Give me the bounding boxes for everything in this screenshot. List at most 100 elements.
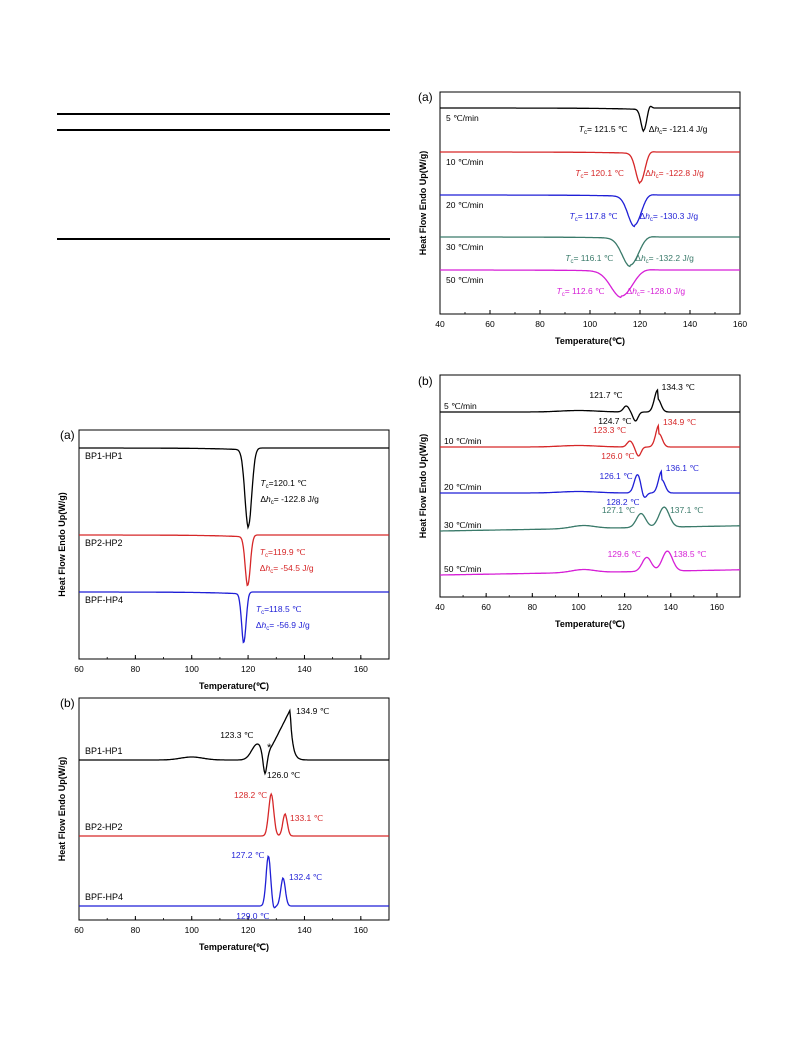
peak-label: 136.1 ℃ <box>666 463 700 473</box>
peak-label: 137.1 ℃ <box>670 505 704 515</box>
panel-label-upper-a: (a) <box>418 90 433 104</box>
tc-label: Tc= 117.8 ℃ <box>570 211 619 223</box>
peak-label: 128.2 ℃ <box>606 497 640 507</box>
x-tick-label: 100 <box>571 602 585 612</box>
dh-label: Δhc= -130.3 J/g <box>640 211 699 223</box>
tc-label: Tc= 112.6 ℃ <box>557 286 606 298</box>
x-tick-label: 120 <box>618 602 632 612</box>
dh-label: Δhc= -56.9 J/g <box>256 620 310 632</box>
tc-label: Tc= 121.5 ℃ <box>579 124 628 136</box>
series-line <box>79 792 389 837</box>
series-label: BP1-HP1 <box>85 451 123 461</box>
x-tick-label: 160 <box>733 319 747 329</box>
series-line <box>440 469 740 499</box>
y-axis-label: Heat Flow Endo Up(W/g) <box>57 492 67 596</box>
series-label: 30 ℃/min <box>446 242 484 252</box>
x-tick-label: 80 <box>528 602 538 612</box>
plot-frame <box>78 429 390 660</box>
x-tick-label: 140 <box>297 925 311 935</box>
tc-label: Tc= 116.1 ℃ <box>565 253 614 265</box>
chart-heating-rates: 40 60 80 100 120 140 160 Temperature(℃) Heat Flo… <box>418 374 741 629</box>
chart-samples-heating: 60 80 100 120 140 160 Temperature(℃) Heat Flow … <box>57 697 390 952</box>
x-tick-label: 120 <box>633 319 647 329</box>
x-tick-label: 60 <box>74 925 84 935</box>
series-line <box>440 550 740 576</box>
dh-label: Δhc= -121.4 J/g <box>649 124 708 136</box>
chart-cooling-rates: 40 60 80 100 120 140 160 Temperature(℃) Heat Flo… <box>418 91 747 346</box>
plot-frame <box>439 374 741 598</box>
x-tick-label: 160 <box>710 602 724 612</box>
series-line <box>79 591 389 644</box>
series-label: 5 ℃/min <box>444 401 477 411</box>
y-axis-label: Heat Flow Endo Up(W/g) <box>418 151 428 255</box>
series-line <box>440 194 740 228</box>
series-label: BPF-HP4 <box>85 892 123 902</box>
x-tick-label: 160 <box>354 664 368 674</box>
peak-label: 132.4 ℃ <box>289 872 323 882</box>
peak-label: 134.3 ℃ <box>662 382 696 392</box>
table-mid-rule <box>57 129 390 131</box>
x-tick-label: 80 <box>131 664 141 674</box>
dh-label: Δhc= -122.8 J/g <box>260 494 319 506</box>
peak-label: 127.2 ℃ <box>231 850 265 860</box>
x-tick-label: 120 <box>241 925 255 935</box>
series-line <box>79 447 389 530</box>
tc-label: Tc= 120.1 ℃ <box>575 168 624 180</box>
peak-label: 128.2 ℃ <box>234 790 268 800</box>
x-tick-label: 80 <box>131 925 141 935</box>
peak-label: 129.0 ℃ <box>236 911 270 921</box>
x-tick-label: 40 <box>435 319 445 329</box>
series-line <box>440 423 740 457</box>
peak-label: 121.7 ℃ <box>589 390 623 400</box>
series-label: BP2-HP2 <box>85 822 123 832</box>
x-axis-label: Temperature(℃) <box>555 619 625 629</box>
x-tick-label: 160 <box>354 925 368 935</box>
x-tick-label: 40 <box>435 602 445 612</box>
peak-label: 134.9 ℃ <box>296 706 330 716</box>
plot-frame <box>78 697 390 921</box>
x-axis-label: Temperature(℃) <box>199 681 269 691</box>
peak-label: 133.1 ℃ <box>290 813 324 823</box>
dh-label: Δhc= -122.8 J/g <box>645 168 704 180</box>
table-top-rule <box>57 113 390 115</box>
chart-samples-cooling: 60 80 100 120 140 160 Temperature(℃) Heat Flow … <box>57 429 390 691</box>
asterisk-marker: * <box>267 742 272 754</box>
peak-label: 124.7 ℃ <box>598 416 632 426</box>
x-tick-label: 60 <box>74 664 84 674</box>
tc-label: Tc=119.9 ℃ <box>260 547 306 559</box>
series-line <box>79 708 389 776</box>
x-tick-label: 100 <box>583 319 597 329</box>
series-line <box>440 388 740 422</box>
x-tick-label: 80 <box>535 319 545 329</box>
tc-label: Tc=118.5 ℃ <box>256 604 302 616</box>
peak-label: 129.6 ℃ <box>608 549 642 559</box>
series-label: 20 ℃/min <box>444 482 482 492</box>
x-axis-label: Temperature(℃) <box>555 336 625 346</box>
x-tick-label: 140 <box>683 319 697 329</box>
series-label: 10 ℃/min <box>444 436 482 446</box>
series-line <box>79 534 389 587</box>
peak-label: 123.3 ℃ <box>220 730 254 740</box>
series-label: 20 ℃/min <box>446 200 484 210</box>
series-line <box>440 105 740 133</box>
series-label: BPF-HP4 <box>85 595 123 605</box>
peak-label: 126.0 ℃ <box>601 451 635 461</box>
x-tick-label: 100 <box>185 664 199 674</box>
x-tick-label: 100 <box>185 925 199 935</box>
x-tick-label: 60 <box>485 319 495 329</box>
x-tick-label: 120 <box>241 664 255 674</box>
x-tick-label: 140 <box>664 602 678 612</box>
series-label: 50 ℃/min <box>446 275 484 285</box>
x-axis-label: Temperature(℃) <box>199 942 269 952</box>
series-label: 10 ℃/min <box>446 157 484 167</box>
x-tick-label: 60 <box>481 602 491 612</box>
y-axis-label: Heat Flow Endo Up(W/g) <box>418 434 428 538</box>
peak-label: 138.5 ℃ <box>673 549 707 559</box>
peak-label: 126.0 ℃ <box>267 770 301 780</box>
tc-label: Tc=120.1 ℃ <box>260 478 307 490</box>
peak-label: 123.3 ℃ <box>593 425 627 435</box>
series-line <box>440 236 740 268</box>
table-bottom-rule <box>57 238 390 240</box>
panel-label-lower-a: (a) <box>60 428 75 442</box>
series-line <box>79 855 389 909</box>
